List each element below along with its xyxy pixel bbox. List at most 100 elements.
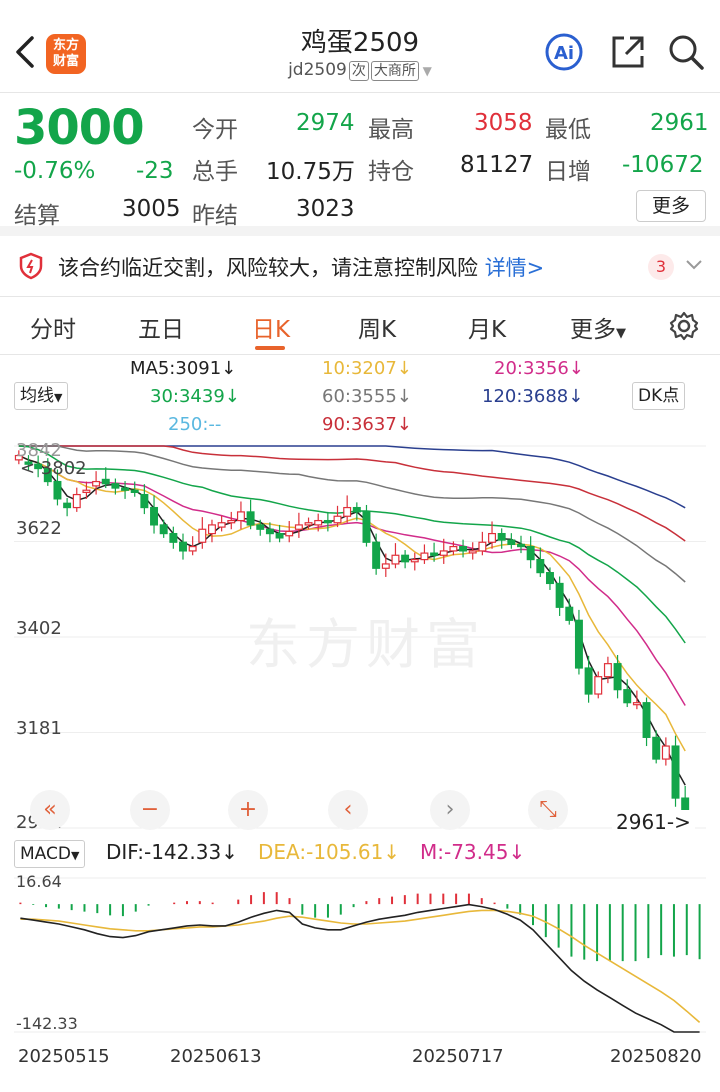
macd-dif-line: [20, 903, 700, 1033]
macd-select[interactable]: MACD▼: [14, 840, 86, 868]
search-icon[interactable]: [666, 32, 706, 72]
candle-body: [526, 545, 535, 561]
more-quote-button[interactable]: 更多: [636, 190, 706, 222]
ma120-value: 120:3688↓: [482, 386, 584, 407]
ma60-value: 60:3555↓: [322, 386, 412, 407]
tab-monthly-k[interactable]: 月K: [468, 317, 507, 343]
candle-body: [121, 487, 130, 491]
chevron-down-icon[interactable]: [684, 258, 704, 272]
gear-icon[interactable]: [668, 310, 700, 342]
candle-body: [401, 554, 410, 563]
low-label: 最低: [545, 117, 591, 143]
candle-body: [584, 667, 593, 695]
candle-body: [449, 545, 458, 552]
settle-value: 3005: [122, 196, 181, 222]
left-icon[interactable]: ‹: [328, 790, 368, 830]
macd-dea-value: DEA:-105.61↓: [258, 840, 401, 864]
y-axis-label-3: 3181: [16, 718, 62, 739]
risk-text: 该合约临近交割，风险较大，请注意控制风险: [58, 256, 478, 280]
dk-point-button[interactable]: DK点: [632, 382, 686, 410]
candle-body: [130, 489, 139, 493]
min-price-marker: 2961->: [612, 810, 695, 834]
candle-body: [497, 532, 506, 541]
candle-body: [150, 506, 159, 526]
tab-more[interactable]: 更多▼: [570, 310, 626, 344]
ma60-line: [18, 445, 686, 583]
contract-subtitle[interactable]: jd2509 次大商所 ▼: [220, 60, 500, 81]
candle-body: [82, 489, 91, 493]
candlestick-chart[interactable]: [0, 436, 720, 836]
back-icon[interactable]: [12, 34, 40, 70]
candle-body: [613, 663, 622, 691]
indicator-select-label: 均线: [20, 386, 54, 406]
prev-settle-value: 3023: [296, 196, 355, 222]
settle-label: 结算: [14, 203, 60, 229]
candle-body: [92, 480, 101, 487]
candle-body: [642, 702, 651, 738]
candle-body: [652, 736, 661, 760]
dropdown-arrow-icon: ▼: [70, 849, 80, 862]
contract-tag-next: 次: [348, 61, 369, 81]
candle-body: [468, 550, 477, 554]
zoom-out-icon[interactable]: −: [130, 790, 170, 830]
date-label-1: 20250515: [18, 1046, 110, 1067]
candle-body: [507, 539, 516, 546]
candle-body: [207, 524, 216, 535]
tab-intraday[interactable]: 分时: [30, 317, 76, 343]
y-axis-label-2: 3402: [16, 618, 62, 639]
zoom-in-icon[interactable]: +: [228, 790, 268, 830]
candle-body: [256, 524, 265, 530]
right-icon[interactable]: ›: [430, 790, 470, 830]
fullscreen-icon[interactable]: ⤡: [528, 790, 568, 830]
candle-body: [420, 552, 429, 561]
ma30-value: 30:3439↓: [150, 386, 240, 407]
app-logo: 东方 财富: [46, 34, 86, 74]
macd-chart[interactable]: [0, 868, 720, 1038]
candle-body: [545, 572, 554, 585]
candle-body: [343, 506, 352, 517]
candle-body: [304, 522, 313, 526]
candle-body: [671, 745, 680, 799]
tab-daily-k[interactable]: 日K: [252, 317, 291, 343]
candle-body: [536, 559, 545, 574]
candle-body: [43, 467, 52, 483]
candle-body: [227, 519, 236, 524]
risk-details-link[interactable]: 详情>: [484, 256, 545, 280]
open-label: 今开: [192, 117, 238, 143]
candle-body: [265, 528, 274, 535]
share-icon[interactable]: [608, 32, 648, 72]
double-left-icon[interactable]: «: [30, 790, 70, 830]
candle-body: [285, 530, 294, 537]
candle-body: [179, 541, 187, 552]
active-tab-indicator: [255, 346, 285, 350]
candle-body: [517, 543, 525, 548]
candle-body: [72, 493, 81, 509]
candle-body: [217, 522, 226, 528]
candle-body: [34, 463, 43, 470]
candle-body: [111, 483, 120, 489]
dropdown-arrow-icon: ▼: [616, 326, 626, 341]
macd-m-value: M:-73.45↓: [420, 840, 526, 864]
y-axis-label-1: 3622: [16, 518, 62, 539]
risk-notice[interactable]: 该合约临近交割，风险较大，请注意控制风险 详情>: [0, 236, 720, 296]
candle-body: [623, 689, 632, 704]
volume-label: 总手: [192, 159, 238, 185]
macd-axis-bottom: -142.33: [16, 1014, 78, 1033]
tab-weekly-k[interactable]: 周K: [358, 317, 397, 343]
high-label: 最高: [368, 117, 414, 143]
candle-body: [169, 532, 178, 543]
candle-body: [198, 528, 207, 543]
date-label-3: 20250717: [412, 1046, 504, 1067]
oi-change-label: 日增: [545, 159, 591, 185]
date-label-2: 20250613: [170, 1046, 262, 1067]
svg-text:Ai: Ai: [554, 43, 574, 64]
open-interest-label: 持仓: [368, 159, 414, 185]
candle-body: [275, 532, 284, 539]
indicator-select[interactable]: 均线▼: [14, 382, 69, 410]
ma5-line: [18, 454, 686, 786]
candle-body: [555, 582, 564, 608]
candle-body: [140, 493, 149, 509]
period-tabs: 分时 五日 日K 周K 月K 更多▼: [0, 298, 720, 354]
ai-icon[interactable]: Ai: [544, 32, 584, 72]
tab-five-day[interactable]: 五日: [138, 317, 184, 343]
